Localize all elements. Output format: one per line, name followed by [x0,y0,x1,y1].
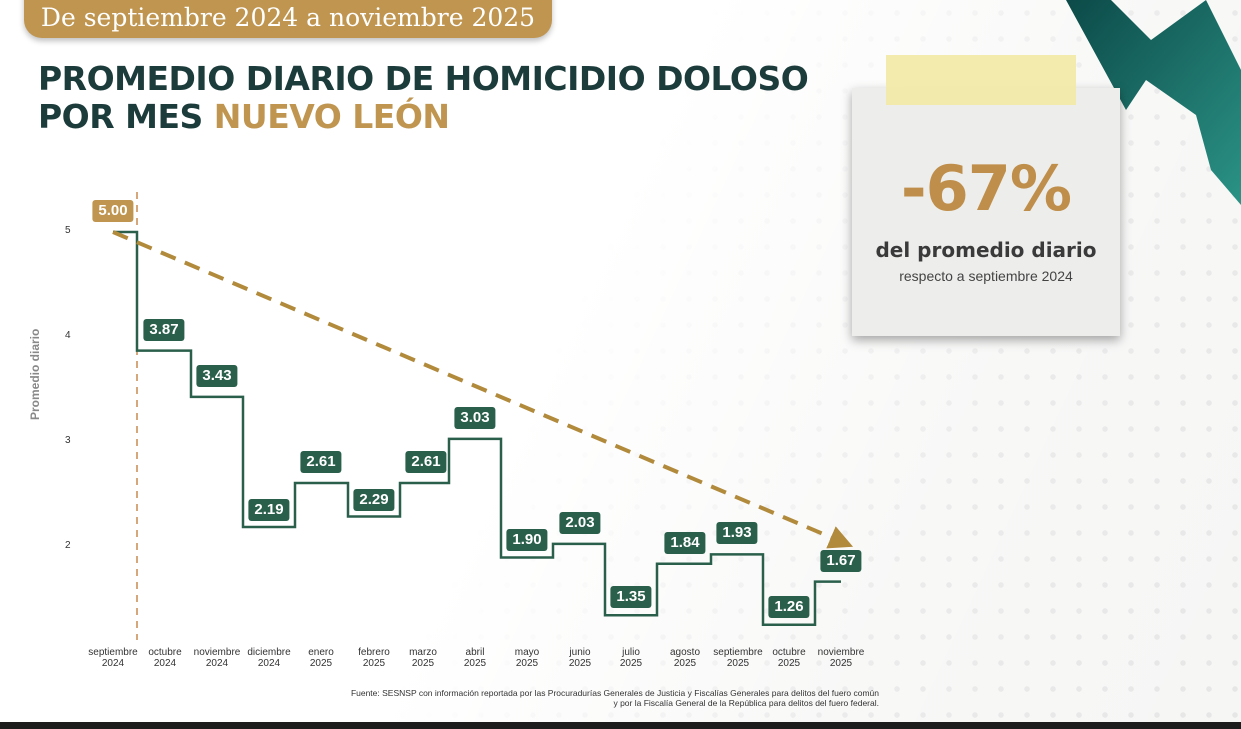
callout-line-1: del promedio diario [875,238,1097,262]
callout-card: -67% del promedio diario respecto a sept… [852,88,1120,336]
source-note: Fuente: SESNSP con información reportada… [351,688,879,708]
value-label: 1.35 [610,586,652,609]
y-tick: 5 [65,225,71,236]
x-tick: noviembre 2024 [193,647,241,669]
value-label: 1.26 [768,595,810,618]
title-line-1: PROMEDIO DIARIO DE HOMICIDIO DOLOSO [38,59,809,98]
x-tick: mayo 2025 [514,647,540,669]
x-tick: septiembre 2025 [713,647,763,669]
value-label: 2.61 [300,450,342,473]
x-tick: julio 2025 [619,647,643,669]
x-tick: diciembre 2024 [247,647,291,669]
source-line-2: y por la Fiscalía General de la Repúblic… [613,698,879,708]
title-state: NUEVO LEÓN [213,97,450,136]
value-label: 1.84 [664,531,706,554]
x-tick: abril 2025 [463,647,487,669]
value-label: 5.00 [92,200,134,222]
callout-percent: -67% [900,152,1072,225]
callout-line-2: respecto a septiembre 2024 [899,268,1073,284]
value-label: 3.03 [454,406,496,429]
x-tick: octubre 2024 [148,647,182,669]
bottom-bar [0,722,1241,729]
title-line-2: POR MES [38,97,203,136]
x-tick: noviembre 2025 [817,647,865,669]
x-tick: junio 2025 [568,647,592,669]
tape-decoration [886,55,1076,105]
x-tick: marzo 2025 [409,647,437,669]
y-tick: 2 [65,540,71,551]
down-arrow-decoration [1066,0,1241,205]
y-tick: 4 [65,330,71,341]
x-tick: enero 2025 [308,647,334,669]
value-label: 1.67 [820,549,862,572]
date-range-banner: De septiembre 2024 a noviembre 2025 [24,0,552,38]
value-label: 2.19 [248,499,290,522]
value-label: 2.61 [405,450,447,473]
page-title: PROMEDIO DIARIO DE HOMICIDIO DOLOSO POR … [38,59,809,136]
value-label: 1.93 [716,522,758,545]
x-tick: septiembre 2024 [88,647,138,669]
value-label: 2.29 [353,488,395,511]
x-tick: febrero 2025 [358,647,390,669]
y-tick: 3 [65,435,71,446]
x-tick: agosto 2025 [669,647,701,669]
value-label: 1.90 [506,528,548,551]
x-tick: octubre 2025 [772,647,806,669]
value-label: 2.03 [559,511,601,534]
value-label: 3.43 [196,364,238,387]
source-line-1: Fuente: SESNSP con información reportada… [350,688,879,698]
value-label: 3.87 [143,318,185,341]
